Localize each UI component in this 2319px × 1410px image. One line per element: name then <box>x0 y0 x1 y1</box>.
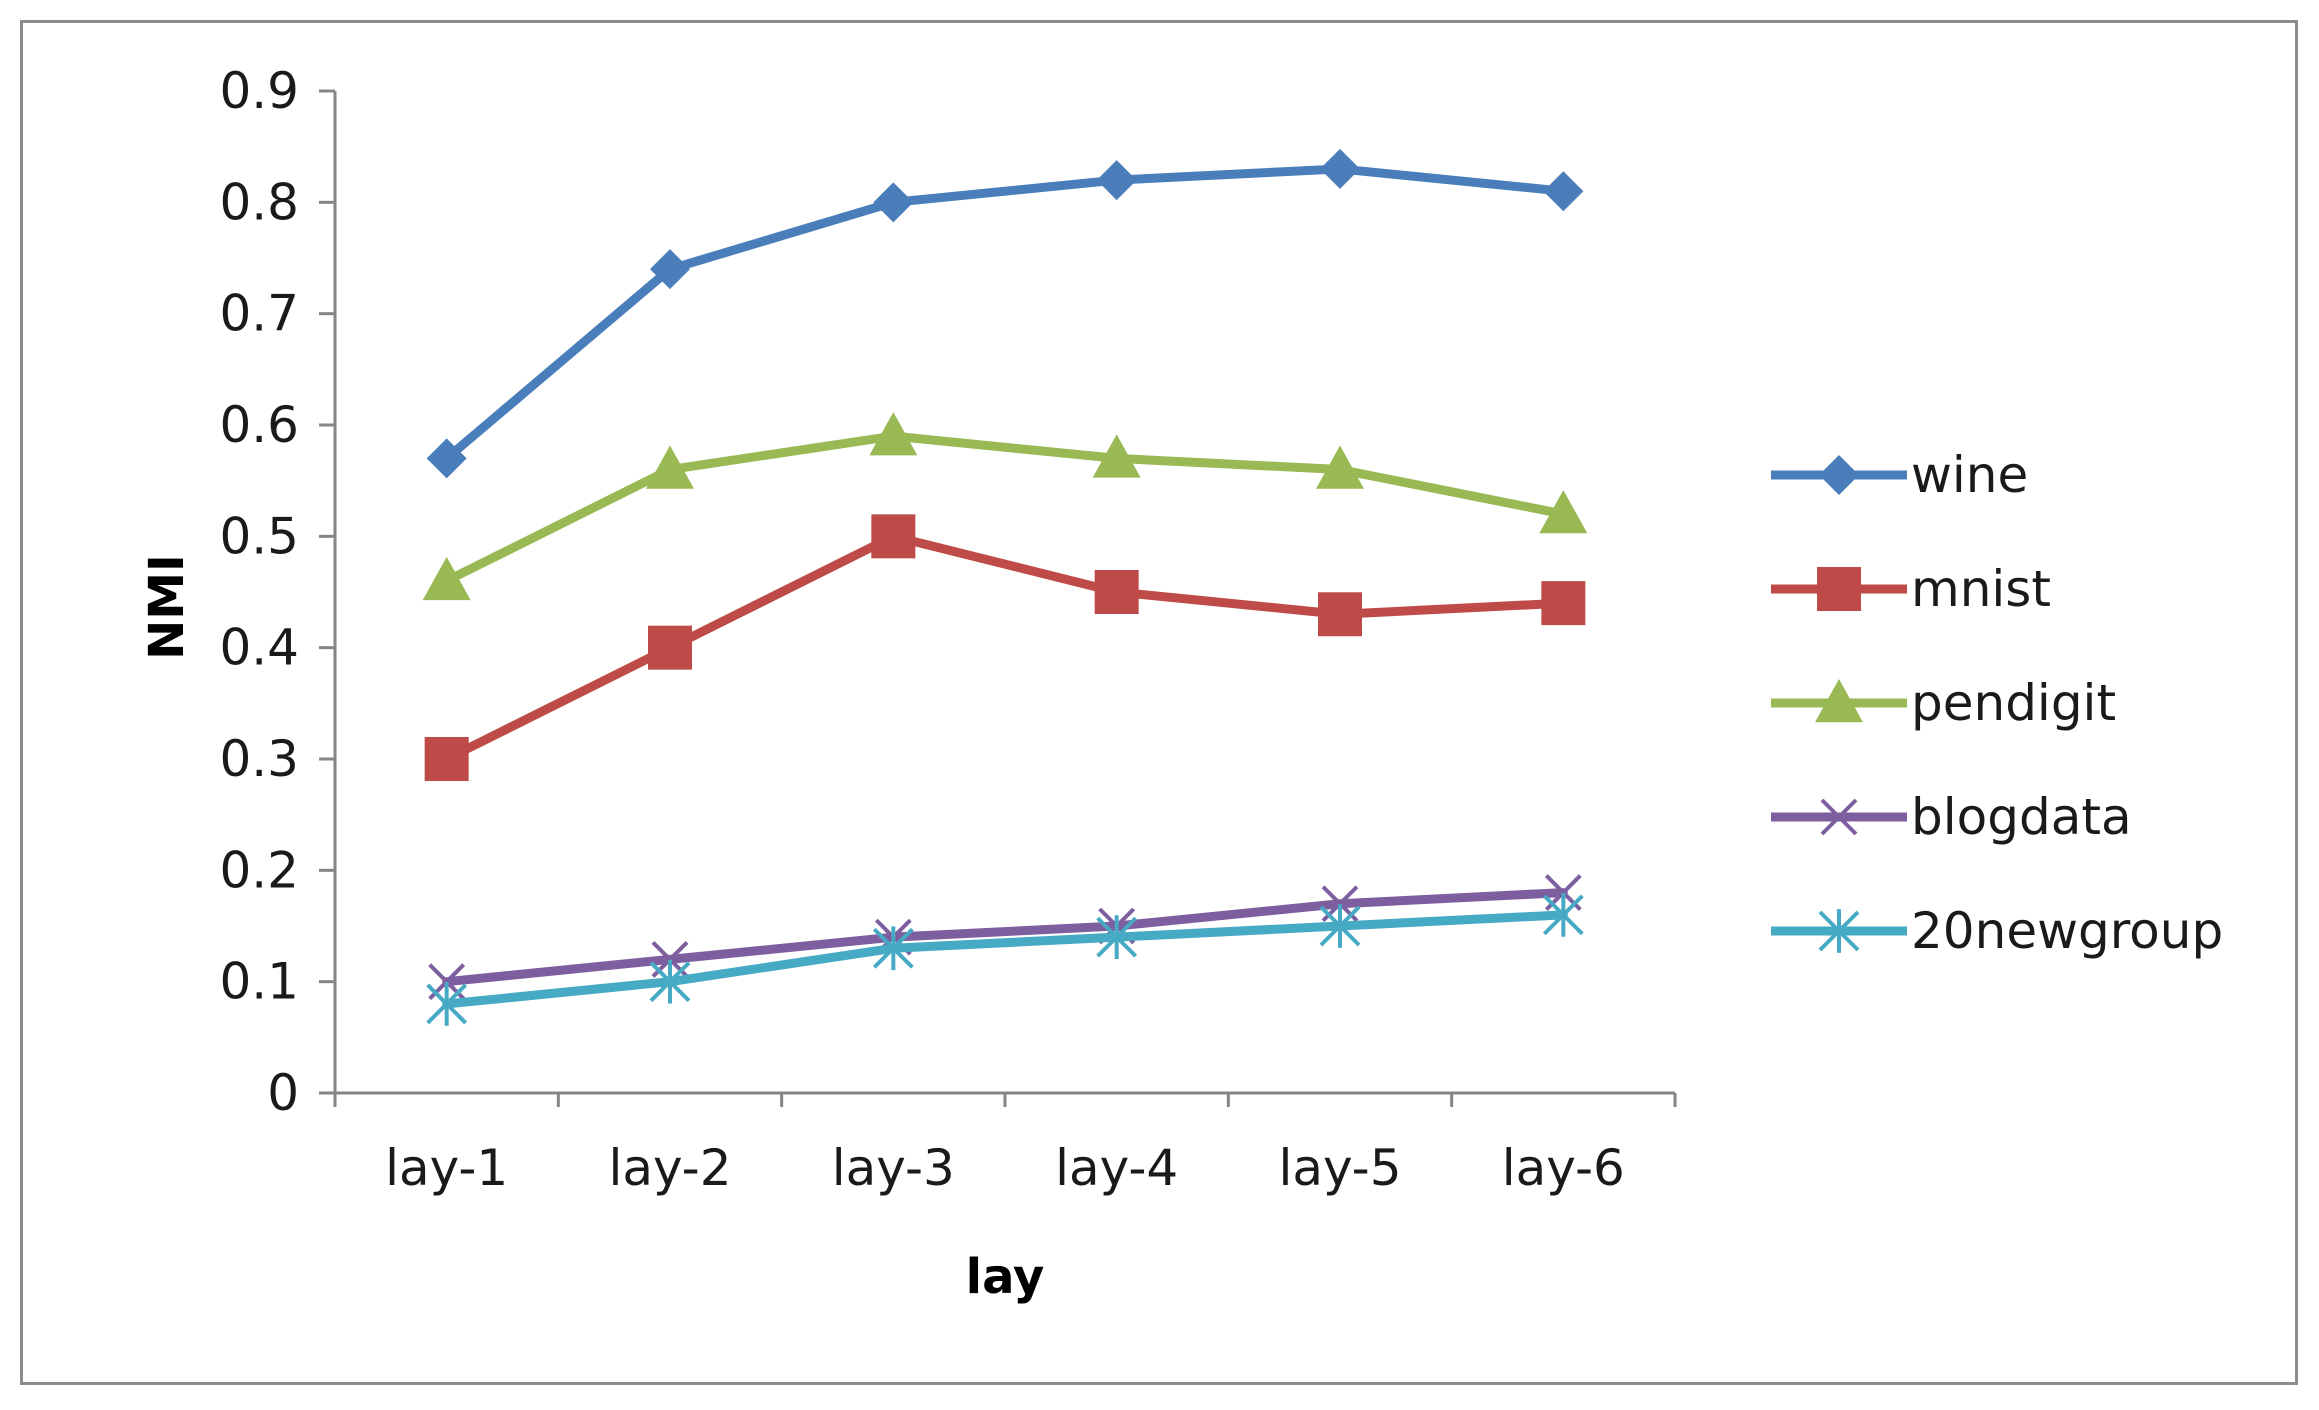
marker-triangle <box>422 556 471 601</box>
series-pendigit <box>422 412 1588 601</box>
marker-square <box>871 514 916 559</box>
marker-triangle <box>869 412 918 456</box>
series-20newgroup <box>426 893 1584 1026</box>
y-tick-label: 0.6 <box>219 396 299 454</box>
marker-diamond <box>1320 148 1360 189</box>
series-mnist <box>424 514 1586 781</box>
legend: wine mnist pendigit blogdata 20newgroup <box>1771 446 2223 960</box>
y-axis-title: NMI <box>139 554 195 660</box>
y-tick-label: 0.9 <box>219 62 299 120</box>
series-blogdata <box>428 874 1582 1001</box>
y-tick-label: 0.8 <box>219 173 299 231</box>
marker-triangle <box>1316 445 1364 489</box>
legend-label: mnist <box>1911 560 2051 618</box>
marker-star <box>1319 904 1361 948</box>
marker-star <box>1818 909 1860 953</box>
y-tick-label: 0.5 <box>219 507 299 565</box>
series-line <box>442 888 1568 987</box>
x-axis-title: lay <box>966 1249 1045 1305</box>
marker-square <box>1094 570 1139 614</box>
marker-diamond <box>873 182 914 223</box>
marker-square <box>424 737 469 781</box>
marker-triangle <box>1539 490 1588 534</box>
marker-square <box>1817 567 1861 611</box>
y-tick-label: 0.4 <box>219 619 299 677</box>
legend-item: 20newgroup <box>1771 902 2223 960</box>
marker-x <box>1820 798 1858 836</box>
chart-frame: 0 0.1 0.2 0.3 0.4 0.5 0.6 0.7 0.8 0.9 lay-1 lay-2 la… <box>20 20 2298 1385</box>
marker-square <box>648 625 692 670</box>
x-tick-label: lay-4 <box>1055 1139 1178 1197</box>
marker-triangle <box>646 445 694 489</box>
series-line <box>442 910 1568 1009</box>
legend-label: wine <box>1911 446 2028 504</box>
marker-triangle <box>1815 679 1863 723</box>
marker-star <box>1542 893 1584 937</box>
y-tick-label: 0.2 <box>219 841 299 899</box>
series-wine <box>426 148 1584 479</box>
x-tick-label: lay-2 <box>608 1139 731 1197</box>
legend-item: pendigit <box>1771 674 2116 732</box>
marker-star <box>649 959 691 1004</box>
legend-label: 20newgroup <box>1911 902 2223 960</box>
axes: 0 0.1 0.2 0.3 0.4 0.5 0.6 0.7 0.8 0.9 lay-1 lay-2 la… <box>219 62 1677 1197</box>
y-tick-label: 0.3 <box>219 730 299 788</box>
line-chart: 0 0.1 0.2 0.3 0.4 0.5 0.6 0.7 0.8 0.9 lay-1 lay-2 la… <box>139 62 2223 1305</box>
series-layer <box>422 148 1588 1026</box>
series-line <box>442 164 1568 463</box>
y-tick-label: 0.1 <box>219 953 299 1011</box>
x-tick-label: lay-5 <box>1278 1139 1401 1197</box>
marker-diamond <box>650 249 690 290</box>
x-tick-label: lay-1 <box>385 1139 508 1197</box>
marker-diamond <box>1543 171 1584 212</box>
series-line <box>442 431 1568 586</box>
marker-triangle <box>1092 434 1141 478</box>
legend-label: pendigit <box>1911 674 2116 732</box>
marker-diamond <box>1819 455 1859 495</box>
marker-star <box>1096 915 1138 959</box>
marker-square <box>1318 592 1362 637</box>
marker-star <box>426 982 468 1026</box>
legend-label: blogdata <box>1911 788 2132 846</box>
series-line <box>442 531 1568 764</box>
legend-item: blogdata <box>1771 788 2132 846</box>
marker-square <box>1541 581 1586 626</box>
x-tick-label: lay-3 <box>832 1139 955 1197</box>
marker-star <box>872 926 914 971</box>
y-tick-label: 0.7 <box>219 285 299 343</box>
legend-item: wine <box>1771 446 2028 504</box>
x-tick-label: lay-6 <box>1502 1139 1625 1197</box>
legend-item: mnist <box>1771 560 2051 618</box>
marker-diamond <box>1096 160 1137 201</box>
marker-diamond <box>426 438 467 479</box>
y-tick-label: 0 <box>267 1064 299 1122</box>
